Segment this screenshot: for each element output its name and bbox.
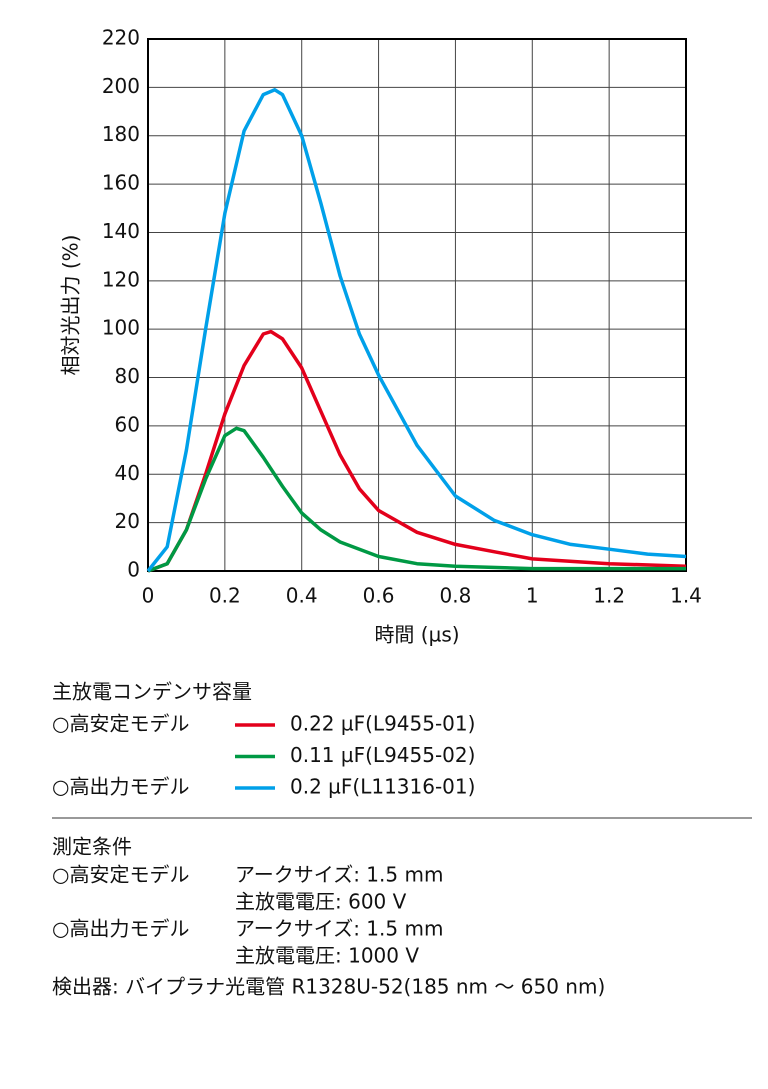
condition-line: アークサイズ: 1.5 mm: [235, 917, 443, 941]
x-tick-label: 0.8: [440, 584, 472, 608]
x-tick-label: 1.2: [593, 584, 625, 608]
y-tick-label: 220: [102, 26, 140, 50]
condition-line: アークサイズ: 1.5 mm: [235, 863, 443, 887]
detector: 検出器: バイプラナ光電管 R1328U-52(185 nm 〜 650 nm): [52, 975, 605, 999]
plot-frame: [147, 38, 687, 572]
y-tick-label: 0: [127, 558, 140, 582]
condition-line: 主放電電圧: 600 V: [235, 890, 407, 914]
condition-model: ○高安定モデル: [52, 863, 189, 887]
y-tick-label: 140: [102, 219, 140, 243]
conditions-title: 測定条件: [52, 835, 132, 859]
y-tick-label: 200: [102, 74, 140, 98]
legend-label: 0.22 µF(L9455-01): [290, 712, 475, 736]
x-tick-label: 0.4: [286, 584, 318, 608]
y-tick-label: 180: [102, 122, 140, 146]
condition-model: ○高出力モデル: [52, 917, 189, 941]
y-tick-label: 120: [102, 267, 140, 291]
y-tick-label: 60: [115, 412, 140, 436]
series-line: [147, 329, 687, 573]
legend-group: ○高出力モデル: [52, 775, 189, 799]
y-tick-label: 20: [115, 509, 140, 533]
legend-label: 0.2 µF(L11316-01): [290, 775, 475, 799]
series-line: [147, 426, 686, 573]
x-tick-label: 0.6: [363, 584, 395, 608]
x-tick-label: 1.4: [670, 584, 702, 608]
y-tick-label: 160: [102, 171, 140, 195]
legend-group: ○高安定モデル: [52, 712, 189, 736]
series-line: [146, 88, 687, 573]
x-tick-label: 0.2: [209, 584, 241, 608]
x-axis-label: 時間 (µs): [374, 623, 459, 647]
y-tick-label: 80: [115, 364, 140, 388]
y-tick-label: 40: [115, 461, 140, 485]
x-tick-label: 1: [526, 584, 539, 608]
y-axis-label: 相対光出力 (%): [59, 235, 83, 376]
y-tick-label: 100: [102, 316, 140, 340]
condition-line: 主放電電圧: 1000 V: [235, 944, 419, 968]
legend-label: 0.11 µF(L9455-02): [290, 743, 475, 767]
x-tick-label: 0: [142, 584, 155, 608]
legend-title: 主放電コンデンサ容量: [52, 680, 252, 704]
